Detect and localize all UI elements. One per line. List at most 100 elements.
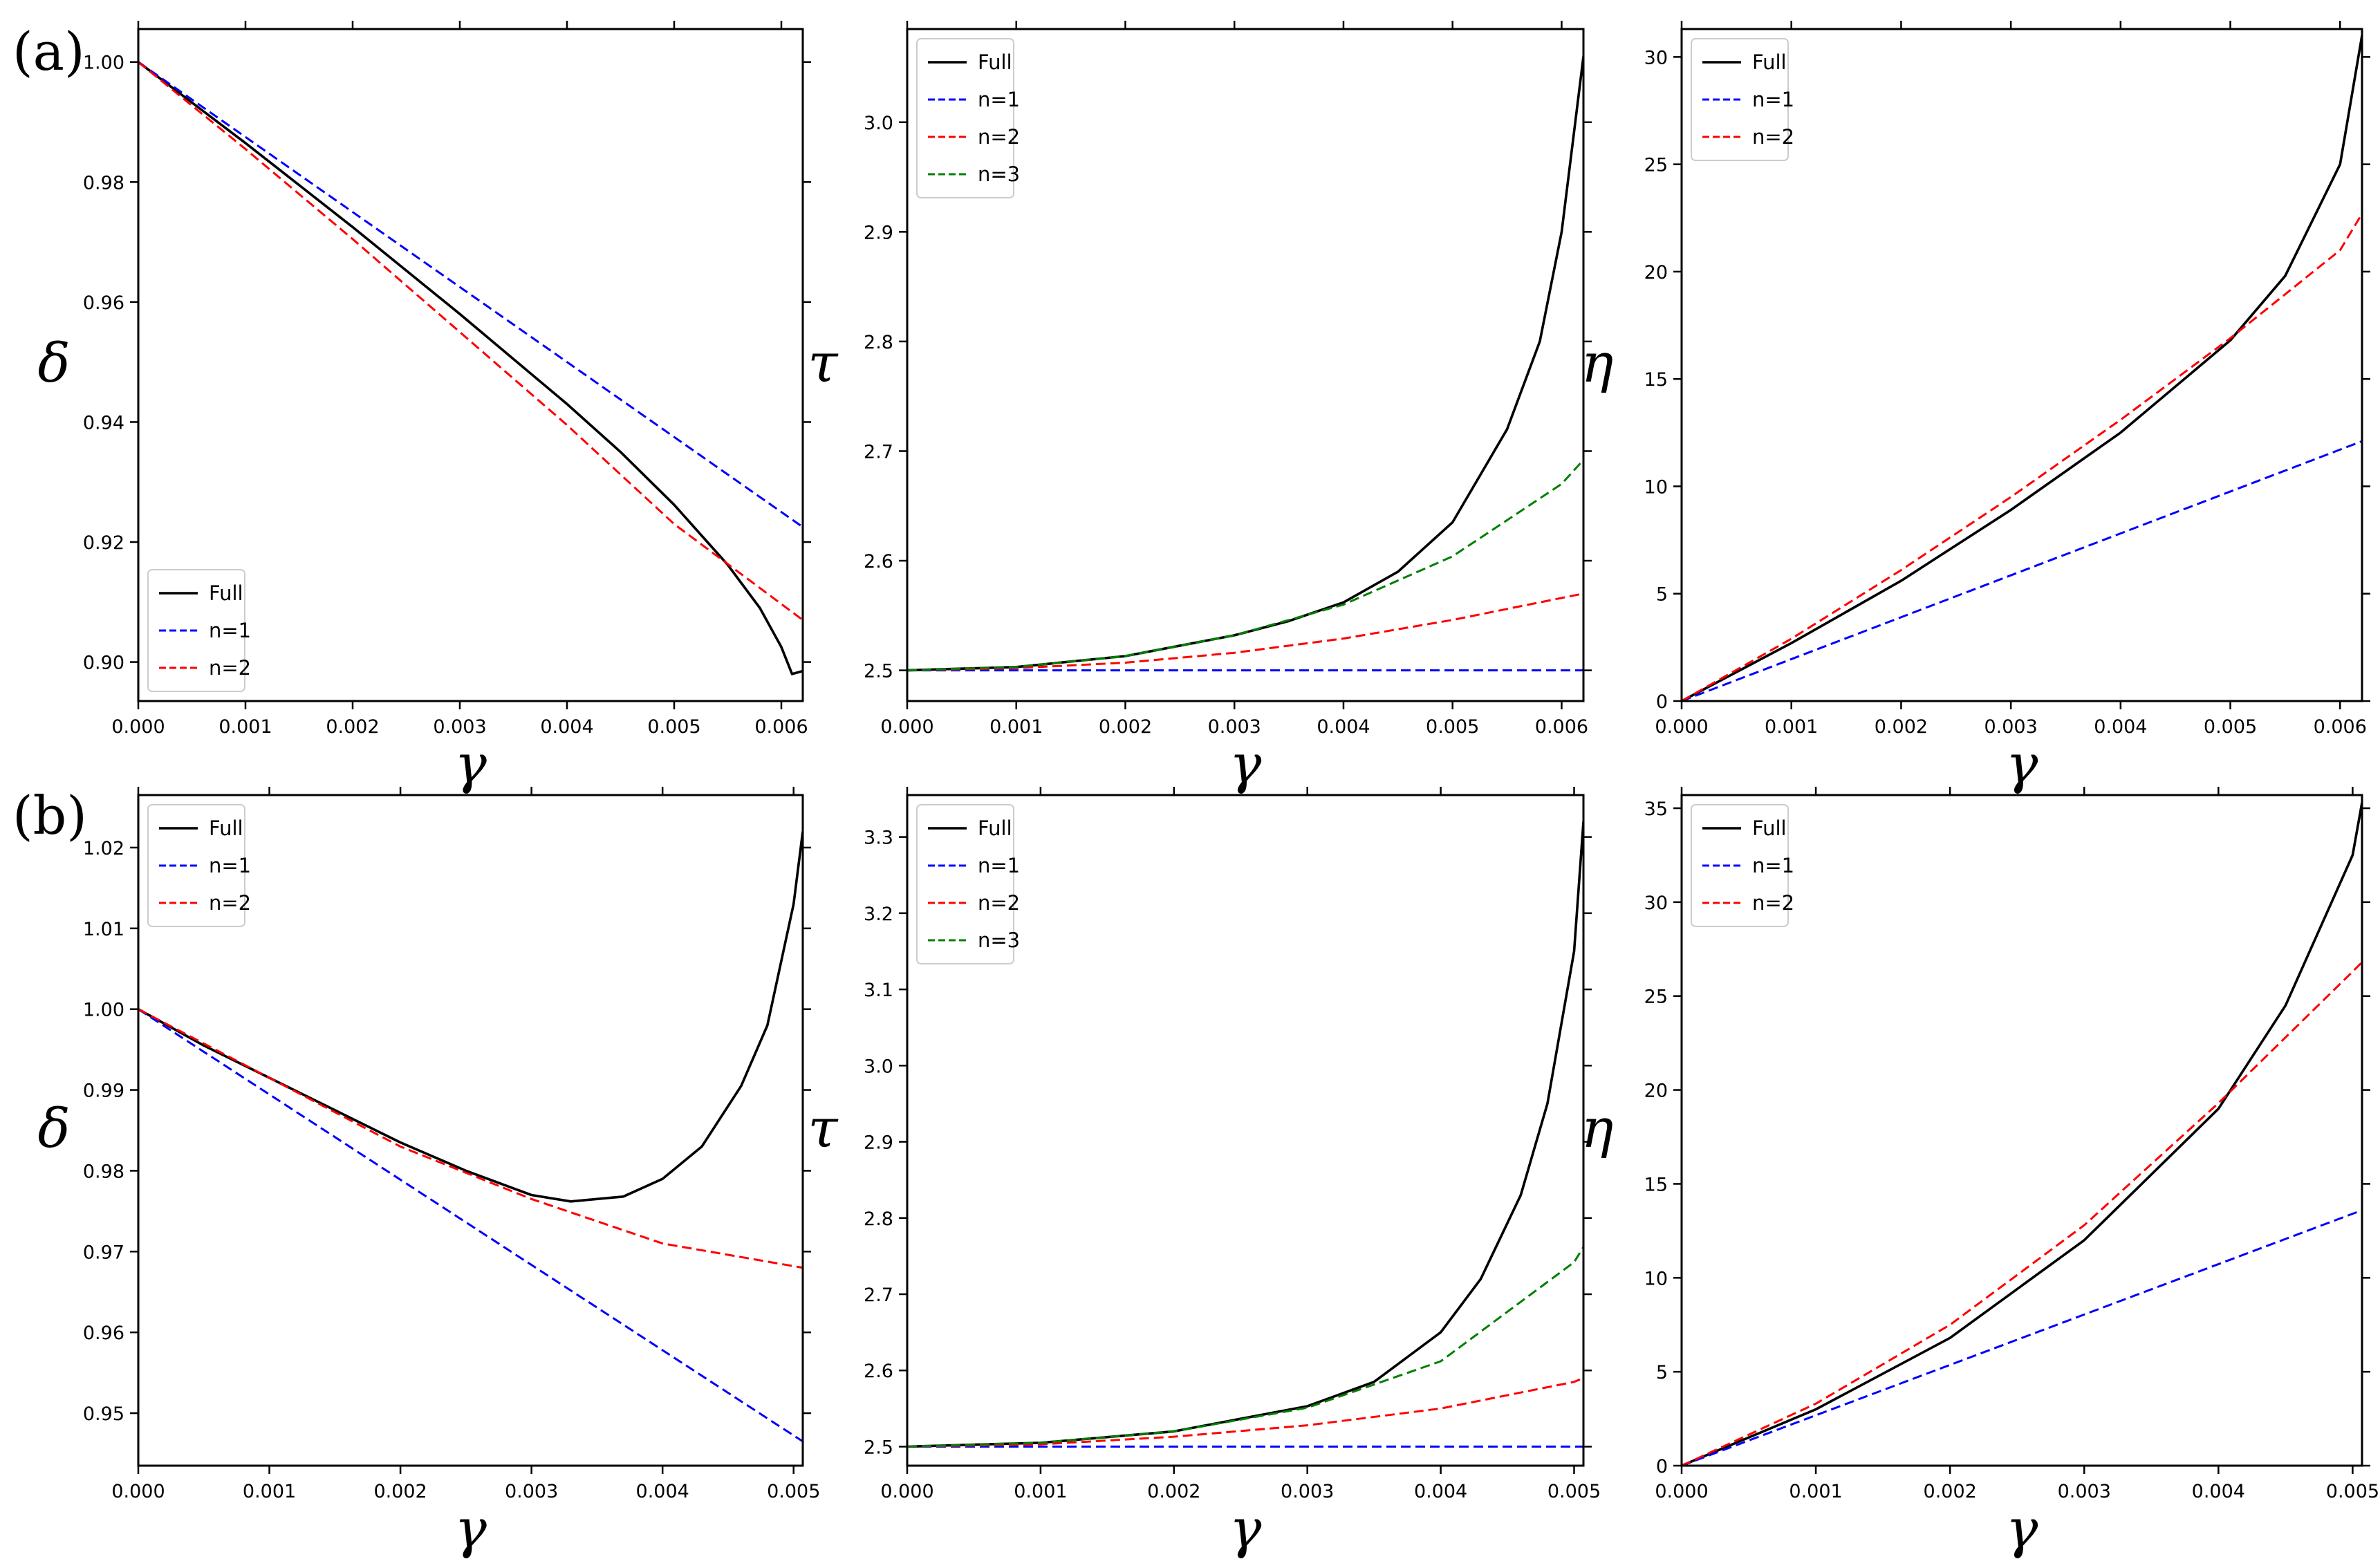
x-tick-label: 0.001 — [1765, 716, 1818, 738]
y-tick-label: 25 — [1644, 155, 1668, 176]
legend-label: Full — [209, 581, 243, 605]
x-tick-label: 0.002 — [1147, 1481, 1200, 1502]
plot-frame — [137, 28, 804, 702]
y-tick-label: 2.6 — [864, 1361, 893, 1382]
y-tick-label: 10 — [1644, 476, 1668, 498]
series-line-Full — [907, 56, 1583, 672]
y-tick-label: 1.00 — [83, 53, 124, 74]
y-tick-label: 0.98 — [83, 172, 124, 194]
plot-frame — [906, 794, 1585, 1467]
legend-label: n=2 — [978, 125, 1020, 149]
legend: Full n=1 n=2 — [147, 569, 251, 692]
legend-label: n=3 — [978, 928, 1020, 952]
legend: Full n=1 n=2 — [1691, 804, 1794, 927]
y-tick-label: 2.9 — [864, 1132, 893, 1154]
x-tick-label: 0.004 — [1317, 716, 1370, 738]
x-tick-label: 0.005 — [2326, 1481, 2379, 1502]
y-tick-label: 2.7 — [864, 441, 893, 463]
y-tick-label: 0.99 — [83, 1081, 124, 1102]
x-axis-label: γ — [2006, 1498, 2038, 1560]
chart-a-eta: 0.000 0.001 0.002 0.003 0.004 0.005 0.006 0 5 10 1… — [1581, 21, 2370, 796]
y-tick-label: 10 — [1644, 1268, 1668, 1289]
x-tick-label: 0.005 — [2204, 716, 2257, 738]
x-tick-label: 0.000 — [880, 1481, 933, 1502]
chart-a-delta: 0.000 0.001 0.002 0.003 0.004 0.005 0.006 0.90 0… — [38, 21, 811, 796]
legend-box — [916, 38, 1014, 198]
series-line-n=3 — [907, 1246, 1583, 1448]
x-tick-label: 0.002 — [326, 716, 379, 738]
legend-label: n=2 — [209, 656, 251, 680]
legend-label: n=1 — [978, 854, 1020, 877]
x-axis-label: γ — [454, 1498, 487, 1560]
series-line-n=1 — [138, 1008, 803, 1443]
x-tick-label: 0.001 — [243, 1481, 296, 1502]
legend: Full n=1 n=2 — [1691, 38, 1794, 161]
x-tick-label: 0.002 — [1099, 716, 1152, 738]
x-tick-label: 0.005 — [647, 716, 700, 738]
y-axis-label: η — [1581, 333, 1614, 395]
y-tick-label: 0.92 — [83, 532, 124, 554]
y-tick-label: 30 — [1644, 47, 1668, 68]
x-tick-label: 0.004 — [2094, 716, 2147, 738]
x-tick-label: 0.005 — [1426, 716, 1479, 738]
x-axis-label: γ — [2006, 734, 2038, 796]
x-tick-label: 0.003 — [505, 1481, 558, 1502]
x-axis-label: γ — [454, 734, 487, 796]
x-tick-label: 0.000 — [111, 716, 165, 738]
legend: Full n=1 n=2 — [147, 804, 251, 927]
y-tick-label: 0.94 — [83, 412, 124, 433]
y-tick-label: 2.8 — [864, 1208, 893, 1230]
legend: Full n=1 n=2 n=3 — [916, 38, 1020, 198]
y-axis-label: η — [1581, 1098, 1614, 1160]
x-tick-label: 0.004 — [1414, 1481, 1467, 1502]
y-tick-label: 35 — [1644, 799, 1668, 820]
x-tick-label: 0.004 — [540, 716, 593, 738]
x-tick-label: 0.005 — [767, 1481, 820, 1502]
legend-label: n=2 — [1752, 125, 1794, 149]
x-tick-label: 0.002 — [1875, 716, 1928, 738]
series-line-n=1 — [1682, 1209, 2362, 1466]
y-tick-label: 2.7 — [864, 1285, 893, 1306]
x-tick-label: 0.000 — [1655, 716, 1708, 738]
series-line-n=2 — [138, 61, 803, 622]
chart-b-eta: 0.000 0.001 0.002 0.003 0.004 0.005 0 5 10 15 20 25… — [1581, 787, 2379, 1560]
y-tick-label: 0.96 — [83, 292, 124, 314]
y-axis-label: τ — [808, 1098, 839, 1160]
x-tick-label: 0.003 — [1208, 716, 1261, 738]
plot-frame — [906, 28, 1585, 702]
plot-frame — [137, 794, 804, 1467]
y-tick-label: 0.95 — [83, 1403, 124, 1425]
y-tick-label: 1.00 — [83, 1000, 124, 1021]
legend-label: n=1 — [1752, 88, 1794, 111]
series-line-n=2 — [907, 592, 1583, 672]
x-tick-label: 0.000 — [880, 716, 933, 738]
legend-box — [916, 804, 1014, 964]
series-line-n=2 — [1682, 961, 2362, 1466]
y-tick-label: 1.01 — [83, 919, 124, 940]
legend-label: n=1 — [209, 619, 251, 642]
x-tick-label: 0.000 — [1655, 1481, 1708, 1502]
x-tick-label: 0.003 — [2058, 1481, 2111, 1502]
y-tick-label: 3.1 — [864, 980, 893, 1001]
x-tick-label: 0.003 — [433, 716, 486, 738]
legend-label: n=1 — [978, 88, 1020, 111]
y-tick-label: 20 — [1644, 1081, 1668, 1102]
x-tick-label: 0.004 — [636, 1481, 689, 1502]
y-tick-label: 20 — [1644, 262, 1668, 283]
series-line-Full — [138, 831, 803, 1203]
legend-label: n=2 — [978, 891, 1020, 915]
y-axis-label: δ — [38, 333, 71, 395]
legend-label: Full — [978, 50, 1012, 74]
series-line-n=1 — [138, 61, 803, 528]
y-tick-label: 25 — [1644, 987, 1668, 1008]
legend-label: n=2 — [1752, 891, 1794, 915]
x-tick-label: 0.006 — [2314, 716, 2367, 738]
x-tick-label: 0.006 — [1535, 716, 1588, 738]
y-tick-label: 3.3 — [864, 828, 893, 849]
y-tick-label: 0.96 — [83, 1323, 124, 1344]
y-tick-label: 2.9 — [864, 222, 893, 243]
y-tick-label: 2.5 — [864, 1437, 893, 1458]
x-tick-label: 0.001 — [1789, 1481, 1842, 1502]
x-tick-label: 0.001 — [1014, 1481, 1067, 1502]
